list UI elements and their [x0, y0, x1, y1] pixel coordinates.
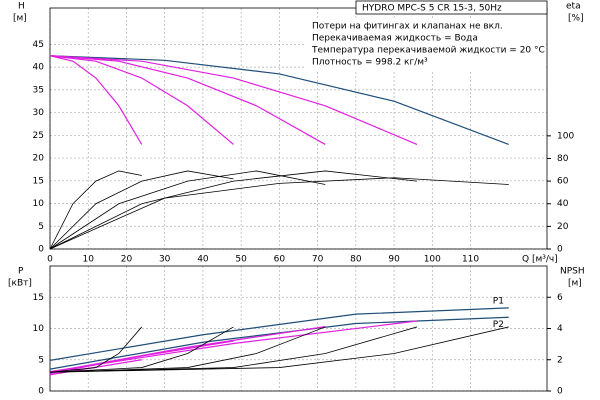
- x-tick-label: 50: [235, 255, 247, 265]
- curve: [49, 326, 418, 373]
- annotation: Потери на фитингах и клапанах не вкл.: [312, 22, 503, 32]
- curve: [49, 177, 509, 250]
- y-tick-label: 15: [33, 293, 44, 303]
- curve: [49, 170, 234, 250]
- annotation-box: [306, 19, 546, 71]
- y-tick-label: 0: [38, 387, 44, 397]
- x-tick-label: 80: [350, 255, 362, 265]
- y-tick-label: 10: [33, 324, 45, 334]
- curve-label: P2: [493, 320, 504, 330]
- plot-frame: [49, 7, 548, 250]
- x-tick-label: 10: [83, 255, 95, 265]
- y2-tick-label: 0: [557, 387, 563, 397]
- y2-tick-label: 20: [557, 222, 569, 232]
- y-tick-label: 15: [33, 176, 44, 186]
- y-tick-label: 30: [33, 108, 45, 118]
- curve: [49, 326, 326, 373]
- x-axis-label: Q [м³/ч]: [522, 255, 558, 265]
- y-tick-label: 35: [33, 85, 44, 95]
- y2-tick-label: 0: [557, 245, 563, 255]
- y-tick-label: 0: [38, 245, 44, 255]
- x-tick-label: 40: [197, 255, 209, 265]
- annotation: Температура перекачиваемой жидкости = 20…: [311, 46, 545, 56]
- y2-axis-label: eta: [566, 2, 581, 12]
- y2-tick-label: 2: [557, 355, 563, 365]
- x-tick-label: 100: [424, 255, 441, 265]
- curve: [49, 55, 418, 145]
- y-tick-label: 10: [33, 199, 45, 209]
- y-tick-label: 25: [33, 131, 44, 141]
- curve-label: P1: [493, 296, 504, 306]
- y-tick-label: 40: [33, 63, 45, 73]
- y2-tick-label: 100: [557, 131, 574, 141]
- curve: [49, 326, 509, 373]
- x-tick-label: 20: [121, 255, 133, 265]
- curve: [49, 170, 142, 250]
- curve: [49, 307, 509, 361]
- x-tick-label: 110: [462, 255, 479, 265]
- curve: [49, 55, 509, 145]
- y2-tick-label: 80: [557, 154, 569, 164]
- curve: [49, 55, 143, 145]
- y-axis-label: P: [18, 267, 24, 277]
- x-tick-label: 90: [388, 255, 400, 265]
- x-tick-label: 70: [312, 255, 324, 265]
- y2-tick-label: 4: [557, 324, 563, 334]
- y-tick-label: 45: [33, 40, 44, 50]
- y-axis-unit: [кВт]: [8, 279, 32, 289]
- curve: [49, 326, 234, 373]
- y2-tick-label: 6: [557, 293, 563, 303]
- x-tick-label: 60: [274, 255, 286, 265]
- y-tick-label: 5: [38, 355, 44, 365]
- curve: [49, 326, 143, 373]
- curve: [49, 326, 326, 373]
- chart-title: HYDRO MPC-S 5 CR 15-3, 50Hz: [362, 4, 502, 14]
- curve: [49, 55, 234, 145]
- curve: [49, 170, 418, 250]
- curve: [49, 55, 326, 145]
- curve: [49, 170, 326, 250]
- title-box: [355, 0, 548, 15]
- annotation: Перекачиваемая жидкость = Вода: [312, 34, 478, 44]
- curve: [49, 320, 418, 373]
- y2-axis-unit: [%]: [568, 14, 584, 24]
- plot-frame: [49, 265, 548, 392]
- y2-tick-label: 60: [557, 177, 569, 187]
- y-tick-label: 5: [38, 222, 44, 232]
- y2-axis-unit: [м]: [568, 279, 582, 289]
- y-tick-label: 20: [33, 154, 45, 164]
- y2-axis-label: NPSH: [560, 267, 585, 277]
- y-axis-unit: [м]: [13, 14, 27, 24]
- y2-tick-label: 40: [557, 199, 569, 209]
- x-tick-label: 30: [159, 255, 171, 265]
- annotation: Плотность = 998.2 кг/м³: [312, 58, 428, 68]
- y-axis-label: H: [18, 2, 25, 12]
- x-tick-label: 0: [47, 255, 53, 265]
- curve: [49, 316, 509, 370]
